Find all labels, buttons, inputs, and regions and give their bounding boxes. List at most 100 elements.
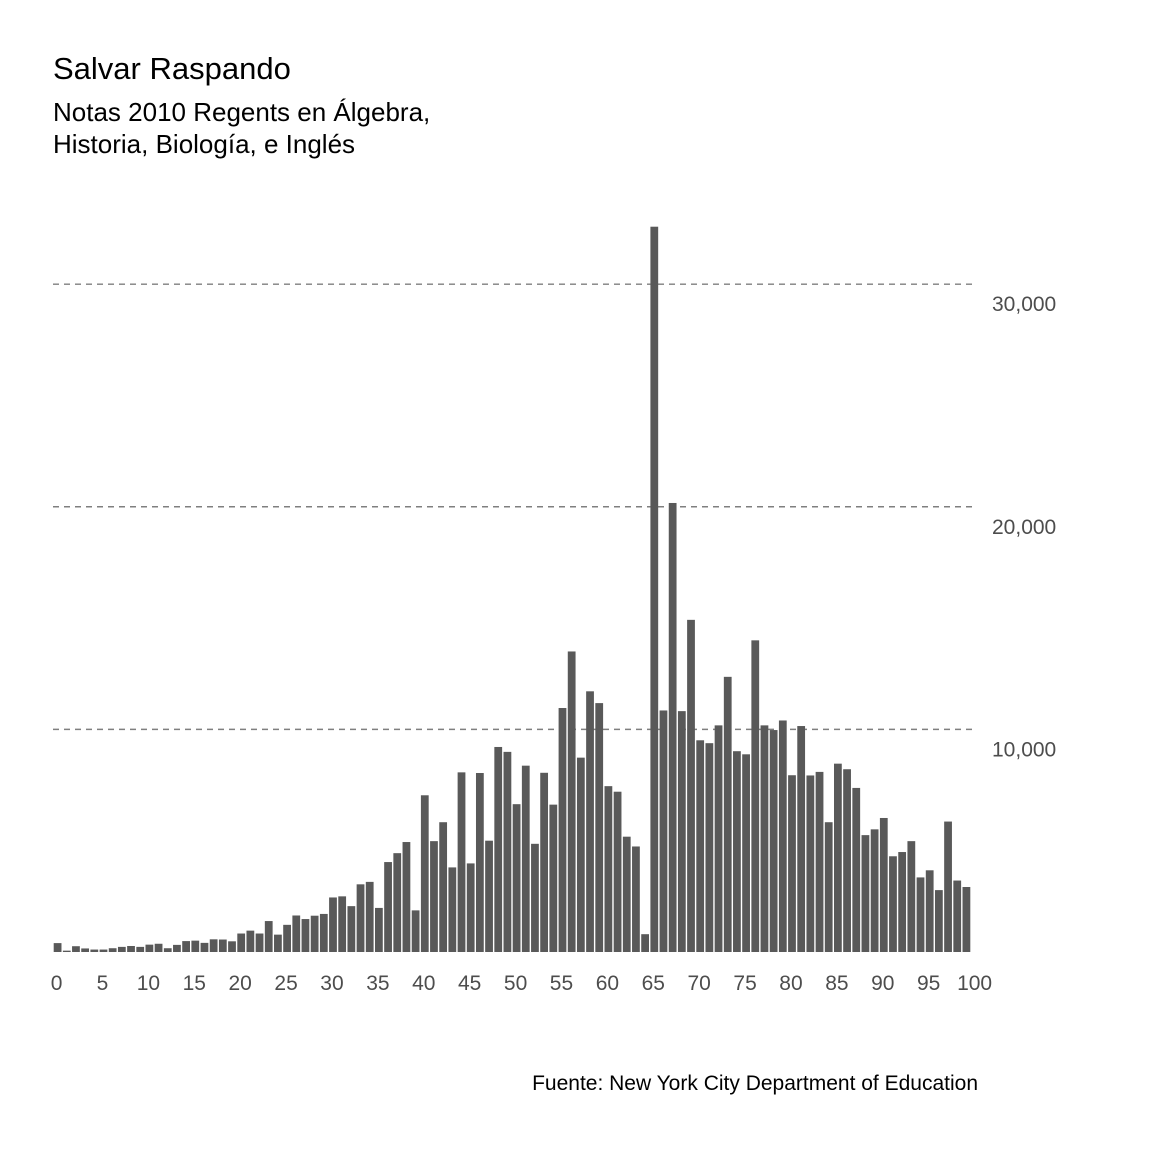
- bar: [356, 884, 365, 952]
- bar: [90, 949, 99, 952]
- bar: [613, 791, 622, 952]
- bar: [778, 720, 787, 952]
- bar: [375, 907, 383, 952]
- bar: [182, 941, 190, 952]
- x-tick-label: 5: [97, 972, 109, 995]
- y-tick-label: 10,000: [992, 738, 1056, 761]
- bar: [558, 708, 567, 952]
- bar: [916, 877, 925, 952]
- bar: [723, 676, 732, 952]
- bar: [944, 821, 952, 952]
- y-tick-label: 20,000: [992, 516, 1056, 539]
- chart-title: Salvar Raspando: [53, 51, 291, 86]
- bar: [283, 924, 291, 952]
- bar: [852, 787, 861, 952]
- bar: [788, 775, 796, 952]
- bar: [420, 795, 429, 952]
- bar: [503, 751, 512, 952]
- bar: [209, 939, 218, 952]
- bar: [338, 896, 347, 952]
- bar: [714, 725, 723, 952]
- x-tick-label: 70: [688, 972, 711, 995]
- bar: [99, 949, 108, 952]
- gridlines: [53, 283, 975, 731]
- chart-subtitle: Notas 2010 Regents en Álgebra, Historia,…: [53, 97, 431, 159]
- bar: [53, 943, 62, 952]
- x-tick-label: 75: [733, 972, 756, 995]
- x-tick-label: 20: [229, 972, 252, 995]
- x-tick-label: 45: [458, 972, 481, 995]
- bar: [806, 775, 815, 952]
- bar: [62, 950, 71, 952]
- x-axis-tick-labels: 0 5 10 15 20 25 30 35 40 45 50 55 60 65 70 75 80 85 90 95 10…: [51, 972, 992, 995]
- bar: [531, 843, 539, 952]
- bar: [475, 773, 484, 952]
- bar: [604, 786, 613, 952]
- bar: [384, 862, 392, 952]
- bar: [687, 619, 695, 952]
- bar: [329, 897, 337, 952]
- x-tick-label: 55: [550, 972, 573, 995]
- bar: [953, 880, 962, 952]
- bar: [218, 939, 227, 952]
- bar: [834, 763, 842, 952]
- bar: [81, 948, 90, 952]
- bar: [512, 804, 521, 952]
- bar: [466, 863, 475, 952]
- bar: [898, 852, 907, 952]
- bar: [430, 841, 438, 952]
- bar: [907, 841, 916, 952]
- bar: [108, 948, 117, 952]
- y-axis-tick-labels: 10,000 20,000 30,000: [992, 293, 1056, 761]
- bar: [879, 817, 888, 952]
- x-tick-label: 30: [320, 972, 343, 995]
- bar: [163, 948, 172, 952]
- bar: [393, 853, 402, 952]
- bar: [292, 915, 301, 952]
- bar: [934, 890, 943, 952]
- bar: [733, 751, 741, 952]
- x-tick-label: 80: [779, 972, 802, 995]
- bar: [576, 757, 585, 952]
- bar: [769, 730, 778, 952]
- bar: [145, 944, 154, 952]
- bar: [237, 933, 246, 952]
- x-tick-label: 40: [412, 972, 435, 995]
- bar: [751, 640, 760, 952]
- bar: [457, 772, 466, 952]
- bar: [301, 919, 310, 952]
- source-caption: Fuente: New York City Department of Educ…: [532, 1072, 978, 1095]
- bar: [521, 765, 530, 952]
- bar: [264, 921, 273, 952]
- bar: [668, 502, 677, 952]
- bar: [255, 933, 264, 952]
- x-tick-label: 35: [366, 972, 389, 995]
- bar: [136, 946, 145, 952]
- y-tick-label: 30,000: [992, 293, 1056, 316]
- bar: [696, 740, 705, 952]
- bar: [191, 940, 200, 952]
- bar: [72, 946, 80, 952]
- bar: [228, 941, 236, 952]
- x-tick-label: 50: [504, 972, 527, 995]
- bar: [824, 822, 833, 952]
- bar: [365, 881, 374, 953]
- bar: [641, 934, 649, 952]
- bar: [485, 840, 493, 952]
- bar: [962, 887, 971, 952]
- bar: [347, 906, 356, 952]
- x-tick-label: 60: [596, 972, 619, 995]
- bar: [659, 710, 668, 952]
- bar: [632, 846, 640, 952]
- bar: [843, 769, 851, 952]
- x-tick-label: 65: [642, 972, 665, 995]
- bar: [448, 867, 457, 952]
- bar: [127, 945, 135, 952]
- x-tick-label: 15: [183, 972, 206, 995]
- bar: [549, 804, 558, 952]
- bar: [760, 725, 769, 952]
- bar: [797, 726, 806, 952]
- bar: [274, 934, 282, 952]
- bar: [411, 910, 420, 952]
